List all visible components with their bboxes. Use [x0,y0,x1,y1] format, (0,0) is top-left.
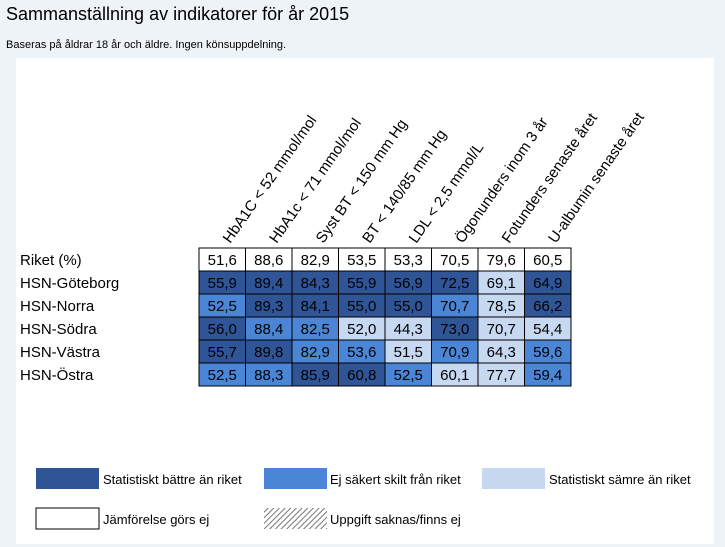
cell-value-2-0: 52,5 [208,298,237,315]
cell-value-4-0: 55,7 [208,344,237,361]
cell-value-4-1: 89,8 [254,344,283,361]
cell-value-0-1: 88,6 [254,252,283,269]
cell-value-3-5: 73,0 [440,321,469,338]
cell-value-4-2: 82,9 [301,344,330,361]
cell-value-3-0: 56,0 [208,321,237,338]
cell-value-0-7: 60,5 [533,252,562,269]
cell-value-5-0: 52,5 [208,367,237,384]
cell-value-0-3: 53,5 [347,252,376,269]
column-header-1: HbA1c < 71 mmol/mol [266,115,365,246]
row-label-4: HSN-Västra [20,344,101,361]
cell-value-5-7: 59,4 [533,367,562,384]
cell-value-1-5: 72,5 [440,275,469,292]
cell-value-3-3: 52,0 [347,321,376,338]
legend-label-worse: Statistiskt sämre än riket [549,472,691,487]
cell-value-2-6: 78,5 [487,298,516,315]
cell-value-1-4: 56,9 [394,275,423,292]
cell-value-0-6: 79,6 [487,252,516,269]
cell-value-2-4: 55,0 [394,298,423,315]
cell-value-2-2: 84,1 [301,298,330,315]
cell-value-3-6: 70,7 [487,321,516,338]
cell-value-1-1: 89,4 [254,275,283,292]
cell-value-5-5: 60,1 [440,367,469,384]
cell-value-3-4: 44,3 [394,321,423,338]
legend-label-missing: Uppgift saknas/finns ej [330,512,461,527]
cell-value-1-6: 69,1 [487,275,516,292]
legend-label-none: Jämförelse görs ej [103,512,210,527]
cell-value-5-2: 85,9 [301,367,330,384]
cell-value-0-5: 70,5 [440,252,469,269]
legend-swatch-missing [264,508,327,529]
row-label-0: Riket (%) [20,252,82,269]
page-subtitle: Baseras på åldrar 18 år och äldre. Ingen… [6,39,287,51]
cell-value-5-6: 77,7 [487,367,516,384]
column-header-2: Syst BT < 150 mm Hg [313,116,411,246]
row-label-2: HSN-Norra [20,298,95,315]
cell-value-2-3: 55,0 [347,298,376,315]
cell-value-1-3: 55,9 [347,275,376,292]
legend-label-better: Statistiskt bättre än riket [103,472,242,487]
column-header-5: Ögonunders inom 3 år [451,114,551,247]
cell-value-3-7: 54,4 [533,321,562,338]
legend-label-uncertain: Ej säkert skilt från riket [330,472,461,487]
cell-value-0-2: 82,9 [301,252,330,269]
cell-5-7 [524,362,572,387]
chart-panel: HbA1C < 52 mmol/mol HbA1c < 71 mmol/mol Sy… [16,58,714,544]
page-title: Sammanställning av indikatorer för år 20… [6,4,350,24]
row-label-3: HSN-Södra [20,321,97,338]
legend-swatch-better [36,468,99,489]
legend-swatch-uncertain [264,468,327,489]
cell-value-4-4: 51,5 [394,344,423,361]
cell-value-5-4: 52,5 [394,367,423,384]
cell-value-0-0: 51,6 [208,252,237,269]
cell-value-4-6: 64,3 [487,344,516,361]
cell-value-4-7: 59,6 [533,344,562,361]
legend-swatch-worse [482,468,545,489]
cell-value-3-2: 82,5 [301,321,330,338]
cell-value-1-2: 84,3 [301,275,330,292]
cell-value-2-7: 66,2 [533,298,562,315]
cell-value-1-0: 55,9 [208,275,237,292]
row-label-5: HSN-Östra [20,366,94,384]
cell-value-2-5: 70,7 [440,298,469,315]
cell-value-1-7: 64,9 [533,275,562,292]
row-label-1: HSN-Göteborg [20,275,119,292]
cell-value-5-3: 60,8 [347,367,376,384]
cell-value-3-1: 88,4 [254,321,283,338]
legend-swatch-none [35,507,100,530]
cell-value-4-3: 53,6 [347,344,376,361]
cell-value-0-4: 53,3 [394,252,423,269]
column-header-3: BT < 140/85 mm Hg [359,126,450,246]
cell-value-5-1: 88,3 [254,367,283,384]
cell-value-4-5: 70,9 [440,344,469,361]
cell-value-2-1: 89,3 [254,298,283,315]
